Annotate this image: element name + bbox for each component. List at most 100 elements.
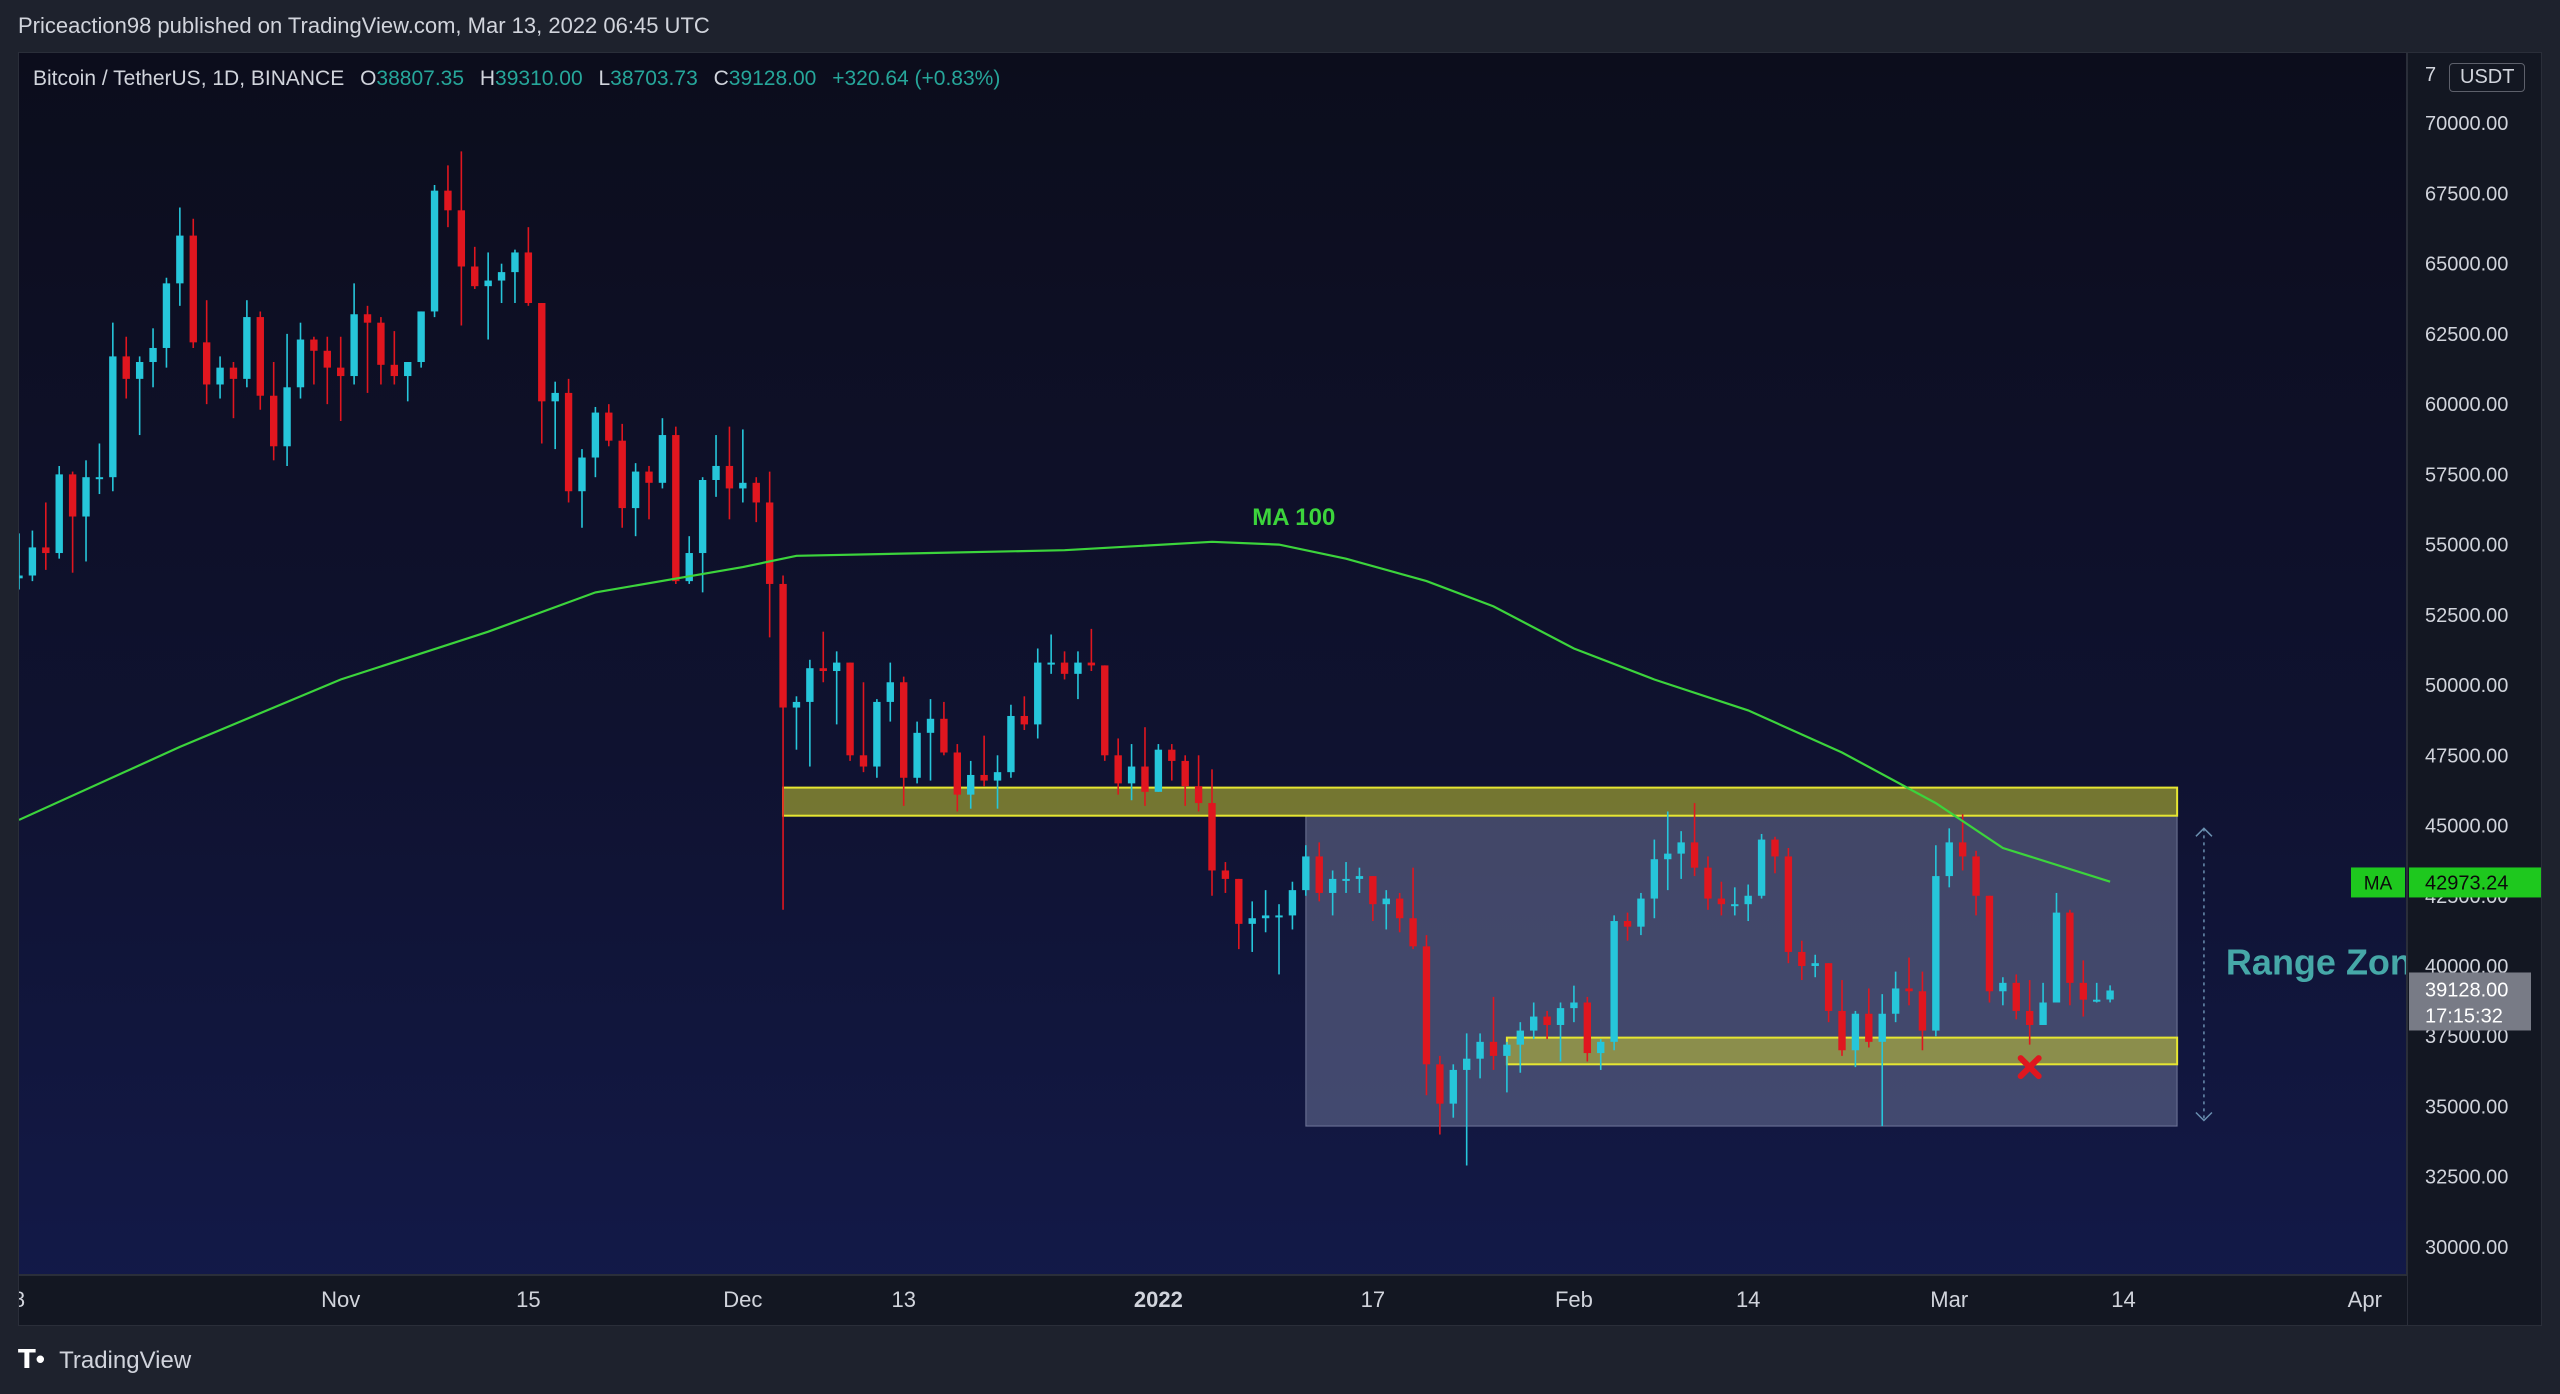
footer: 𝗧• TradingView <box>18 1326 2542 1392</box>
current-price-badge <box>2409 972 2531 1031</box>
candle-body <box>256 317 264 396</box>
candle-body <box>363 314 372 323</box>
ma-100-line <box>19 540 2111 883</box>
candle-body <box>229 367 238 379</box>
candle-body <box>1154 749 1163 792</box>
candle-body <box>712 465 720 480</box>
candle-body <box>1583 1002 1592 1054</box>
time-tick-label: 2022 <box>1134 1287 1183 1312</box>
price-tick-label: 37500.00 <box>2425 1026 2508 1048</box>
candle-body <box>993 772 1002 781</box>
candle-body <box>484 280 492 287</box>
candle-body <box>1623 921 1632 927</box>
time-tick-label: Nov <box>321 1287 360 1312</box>
candle-body <box>1851 1013 1860 1051</box>
candle-body <box>779 583 787 708</box>
candle-body <box>1945 842 1953 877</box>
candle-body <box>109 356 117 478</box>
candle-body <box>1637 898 1645 927</box>
candle-body <box>1556 1008 1565 1025</box>
candle-body <box>1409 918 1417 947</box>
candle-body <box>1543 1016 1551 1025</box>
candle-body <box>390 364 399 377</box>
candle-body <box>1905 988 1913 992</box>
candle-body <box>1007 715 1015 773</box>
candle-body <box>296 339 305 388</box>
candle-body <box>1690 842 1699 868</box>
candle-body <box>1664 853 1672 860</box>
candle-body <box>1878 1013 1886 1042</box>
ma-value-badge <box>2409 867 2541 898</box>
time-tick-label: 17 <box>1361 1287 1385 1312</box>
candle-body <box>2012 982 2020 1011</box>
time-tick-label: 14 <box>2111 1287 2135 1312</box>
time-tick-label: 13 <box>891 1287 915 1312</box>
candle-body <box>1034 662 1042 725</box>
candle-body <box>1704 867 1712 899</box>
change-value: +320.64 (+0.83%) <box>832 67 1001 90</box>
low-value: 38703.73 <box>610 67 698 90</box>
candle-body <box>2066 912 2074 983</box>
candle-body <box>1757 839 1766 896</box>
price-tick-label: 45000.00 <box>2425 816 2508 838</box>
candle-body <box>1101 665 1109 756</box>
candle-body <box>832 662 841 672</box>
candle-body <box>1610 921 1618 1042</box>
candle-body <box>1972 856 1980 896</box>
ma-name-badge <box>2351 867 2405 898</box>
candle-body <box>1382 898 1390 905</box>
candle-body <box>739 482 747 489</box>
chart-frame[interactable]: MA 100 Range Zone 70000.00 67500.00 65000.00… <box>18 52 2542 1326</box>
candle-body <box>1503 1044 1511 1056</box>
candle-body <box>28 547 37 576</box>
price-tick-label: 32500.00 <box>2425 1167 2508 1189</box>
candle-body <box>1127 766 1136 784</box>
candle-body <box>176 235 184 284</box>
candle-body <box>511 252 519 273</box>
candle-body <box>283 387 291 447</box>
candle-body <box>350 314 358 377</box>
candle-body <box>1865 1013 1873 1042</box>
candle-body <box>1677 842 1685 854</box>
candle-body <box>323 350 331 368</box>
candle-body <box>1235 878 1243 924</box>
x-marker-icon <box>2017 1055 2042 1080</box>
candle-body <box>430 190 439 312</box>
candle-body <box>926 718 935 733</box>
candlestick-chart[interactable]: MA 100 Range Zone 70000.00 67500.00 65000.00… <box>19 53 2542 1326</box>
candle-body <box>243 317 251 379</box>
candle-body <box>685 553 693 582</box>
candle-body <box>672 435 680 582</box>
price-tick-label: 50000.00 <box>2425 675 2508 697</box>
candle-body <box>698 479 707 554</box>
candle-body <box>2093 999 2101 1002</box>
candle-body <box>1771 839 1779 857</box>
ma-name-badge-label: MA <box>2364 873 2393 894</box>
candle-body <box>2052 912 2061 1003</box>
candle-body <box>631 471 640 509</box>
candle-body <box>1798 951 1806 966</box>
resistance-zone <box>782 786 2179 817</box>
candle-body <box>725 465 734 489</box>
candle-body <box>122 356 130 379</box>
symbol-name: Bitcoin / TetherUS, 1D, BINANCE <box>33 67 345 90</box>
currency-unit-button[interactable]: USDT <box>2449 63 2526 92</box>
candle-body <box>564 392 573 492</box>
candle-body <box>900 682 908 778</box>
candle-body <box>1985 895 1994 992</box>
range-arrow-top-icon <box>2195 827 2213 837</box>
ma-annotation-label: MA 100 <box>1252 504 1335 531</box>
open-value: 38807.35 <box>376 67 465 90</box>
candle-body <box>1342 878 1350 881</box>
candle-body <box>1932 876 1940 1031</box>
candle-body <box>1288 890 1297 916</box>
price-axis <box>2407 53 2541 1325</box>
candle-body <box>1114 755 1122 784</box>
candle-body <box>444 190 452 211</box>
price-tick-label: 57500.00 <box>2425 464 2508 486</box>
candle-body <box>1060 662 1069 674</box>
bar-countdown: 17:15:32 <box>2425 1005 2503 1027</box>
time-tick-label: Dec <box>723 1287 762 1312</box>
candle-body <box>162 283 171 348</box>
candle-body <box>82 477 90 517</box>
